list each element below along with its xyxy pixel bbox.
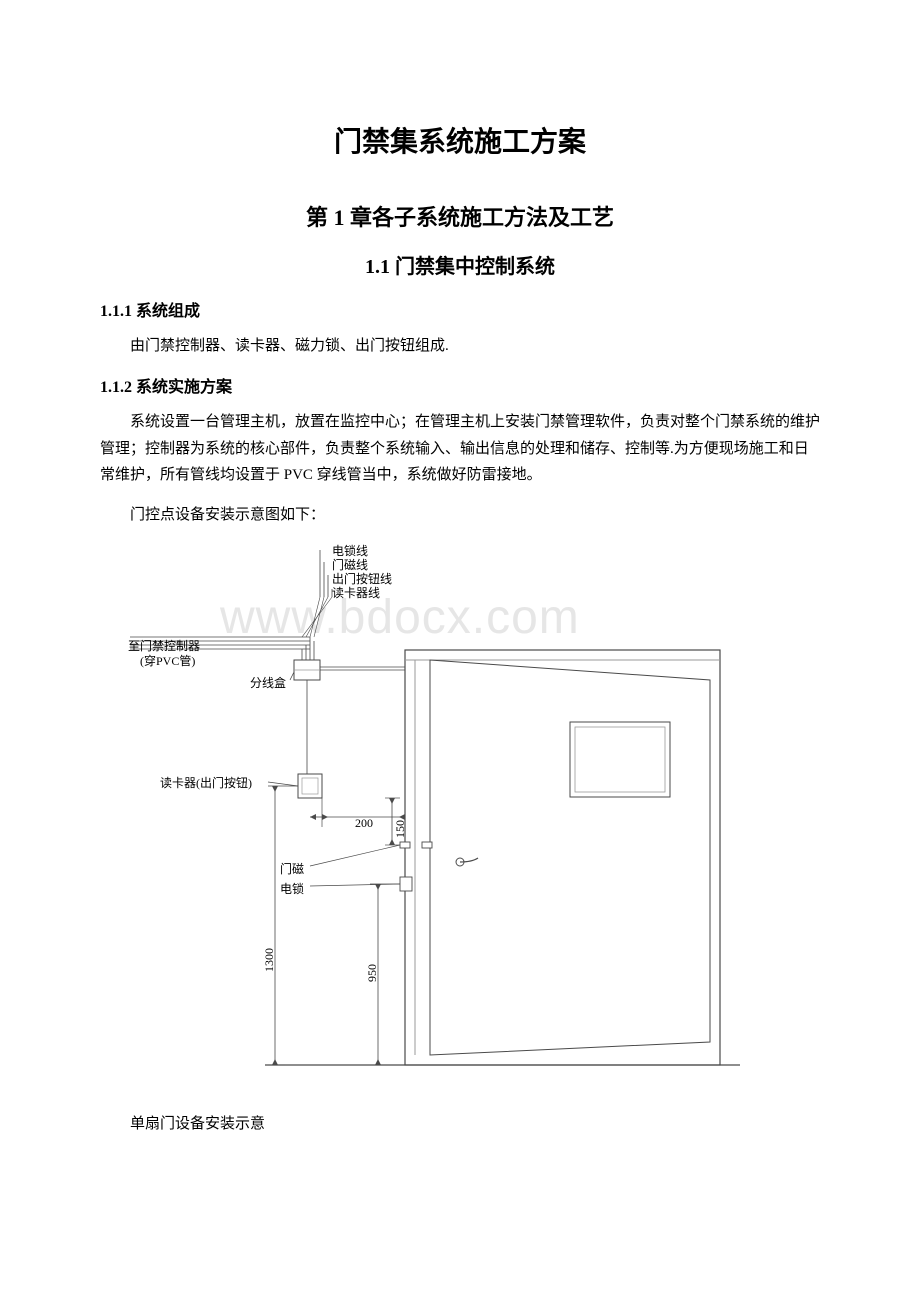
subsection-2-title: 1.1.2 系统实施方案 xyxy=(100,373,820,397)
label-dim-1300: 1300 xyxy=(262,948,277,972)
subsection-1-body: 由门禁控制器、读卡器、磁力锁、出门按钮组成. xyxy=(100,333,820,359)
subsection-1-title: 1.1.1 系统组成 xyxy=(100,297,820,321)
diagram-caption: 单扇门设备安装示意 xyxy=(100,1112,820,1133)
label-reader: 读卡器(出门按钮) xyxy=(160,774,252,791)
installation-diagram: www.bdocx.com 电锁线 门磁线 出门按钮线 读卡器线 至门禁控制器 … xyxy=(100,542,820,1102)
label-wire-reader: 读卡器线 xyxy=(332,584,380,601)
label-lock: 电锁 xyxy=(280,880,304,897)
label-junction-box: 分线盒 xyxy=(250,674,286,691)
label-door-sensor: 门磁 xyxy=(280,860,304,877)
subsection-2-body-2: 门控点设备安装示意图如下： xyxy=(100,502,820,528)
diagram-svg xyxy=(100,542,820,1102)
section-title: 1.1 门禁集中控制系统 xyxy=(100,250,820,279)
label-dim-150: 150 xyxy=(393,820,408,838)
label-dim-200: 200 xyxy=(355,816,373,831)
subsection-2-body-1: 系统设置一台管理主机，放置在监控中心；在管理主机上安装门禁管理软件，负责对整个门… xyxy=(100,409,820,488)
label-to-controller-2: (穿PVC管) xyxy=(140,652,195,669)
label-dim-950: 950 xyxy=(365,964,380,982)
document-title: 门禁集系统施工方案 xyxy=(100,120,820,160)
chapter-title: 第 1 章各子系统施工方法及工艺 xyxy=(100,200,820,232)
